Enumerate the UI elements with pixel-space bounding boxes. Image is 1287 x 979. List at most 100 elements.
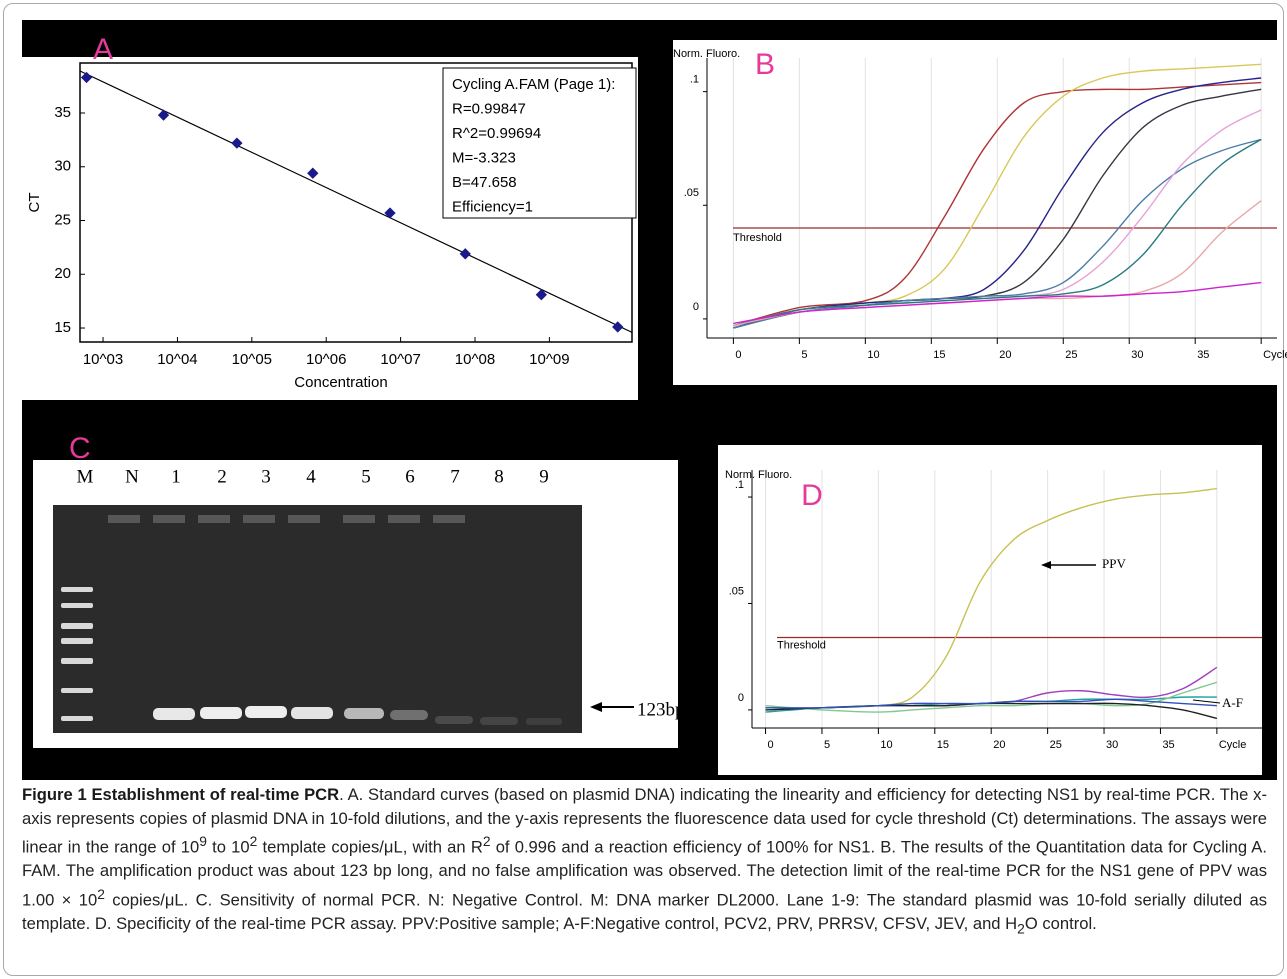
y-tick-label: .1 xyxy=(735,479,744,491)
y-axis-title: Norm. Fluoro. xyxy=(725,469,792,481)
caption-text: copies/μL. C. Sensitivity of normal PCR.… xyxy=(22,890,1267,934)
y-tick-label: 25 xyxy=(54,211,71,228)
x-tick-label: 30 xyxy=(1106,739,1118,751)
x-tick-label: 10^05 xyxy=(232,351,272,368)
y-tick-label: 0 xyxy=(738,692,744,704)
y-axis-title: Norm. Fluoro. xyxy=(673,48,740,60)
x-tick-label: 10^03 xyxy=(83,351,123,368)
series-line xyxy=(733,81,1262,327)
y-tick-label: 0 xyxy=(693,301,699,313)
caption-text: . A. Standard curves (based on plasmid D… xyxy=(22,785,1267,857)
threshold-label: Threshold xyxy=(733,232,782,244)
lane-label: 5 xyxy=(361,466,371,487)
series-line xyxy=(765,698,1217,709)
annotation-line xyxy=(1192,699,1221,704)
fit-line xyxy=(79,70,633,333)
lane-label: 9 xyxy=(539,466,549,487)
y-axis-title: CT xyxy=(26,193,43,213)
y-tick-label: .05 xyxy=(684,187,699,199)
panel-letter: D xyxy=(801,479,823,512)
lane-label: 1 xyxy=(171,466,181,487)
x-tick-label: 35 xyxy=(1162,739,1174,751)
legend-text: M=-3.323 xyxy=(452,149,516,166)
y-tick-label: 20 xyxy=(54,265,71,282)
x-tick-label: 10^04 xyxy=(157,351,197,368)
legend-text: R=0.99847 xyxy=(452,100,526,117)
caption-sub: 2 xyxy=(1017,920,1025,937)
annotation: A-F xyxy=(1222,695,1243,710)
caption-sup: 2 xyxy=(97,885,105,902)
caption: Figure 1 Establishment of real-time PCR.… xyxy=(22,783,1267,941)
x-tick-label: 10 xyxy=(880,739,892,751)
figure-border xyxy=(3,3,1284,976)
chart-panel: 0 5 10 15 20 25 30 35 Cycle 0 .05 .1 D Norm. Fluoro. T… xyxy=(718,445,1262,775)
y-tick-label: 15 xyxy=(54,319,71,336)
legend-box xyxy=(442,67,637,219)
lane-label: 7 xyxy=(450,466,460,487)
x-tick-label: 15 xyxy=(933,349,945,361)
data-point xyxy=(307,167,319,179)
y-tick-label: 35 xyxy=(54,104,71,121)
x-tick-label: 20 xyxy=(999,349,1011,361)
data-point xyxy=(384,207,396,219)
x-tick-label: 15 xyxy=(937,739,949,751)
x-tick-label: 10 xyxy=(867,349,879,361)
series-line xyxy=(733,281,1262,325)
data-point xyxy=(459,248,471,260)
x-tick-label: 25 xyxy=(1050,739,1062,751)
lane-label: 6 xyxy=(405,466,415,487)
lane-label: 8 xyxy=(494,466,504,487)
x-tick-label: 30 xyxy=(1131,349,1143,361)
panel-background xyxy=(673,40,1277,385)
caption-text: of 0.996 and a reaction efficiency of 10… xyxy=(22,837,1267,910)
x-tick-label: 10^08 xyxy=(455,351,495,368)
ladder-bands xyxy=(61,587,93,721)
sample-bands xyxy=(153,706,562,725)
caption-text: O control. xyxy=(1024,914,1097,934)
y-tick-label: 30 xyxy=(54,158,71,175)
caption-sup: 9 xyxy=(199,833,207,850)
x-tick-label: 35 xyxy=(1197,349,1209,361)
lane-label: 3 xyxy=(261,466,271,487)
threshold-label: Threshold xyxy=(777,639,826,651)
lane-label: 2 xyxy=(217,466,227,487)
x-tick-label: 25 xyxy=(1065,349,1077,361)
panel-letter: A xyxy=(93,33,113,66)
data-point xyxy=(80,71,93,84)
data-point xyxy=(535,289,548,301)
legend-text: B=47.658 xyxy=(452,174,517,191)
x-tick-label: 10^06 xyxy=(306,351,346,368)
caption-text: template copies/μL, with an R xyxy=(257,837,483,857)
series-line xyxy=(733,77,1262,329)
x-tick-label: 20 xyxy=(993,739,1005,751)
arrow-head xyxy=(590,702,602,712)
caption-sup: 2 xyxy=(482,833,491,850)
x-tick-label: 5 xyxy=(801,349,807,361)
lane-label: N xyxy=(125,466,139,487)
panel-background xyxy=(718,445,1262,775)
series-line xyxy=(765,681,1218,713)
panel-letter: C xyxy=(69,432,91,465)
x-tick-label: 10^07 xyxy=(380,351,420,368)
y-tick-label: .1 xyxy=(690,74,699,86)
x-tick-label: 10^09 xyxy=(529,351,569,368)
data-point xyxy=(612,321,624,333)
legend-text: Efficiency=1 xyxy=(452,198,533,215)
lane-label: M xyxy=(77,466,94,487)
chart-panel: 0 5 10 15 20 25 30 35 Cycle 0 .05 .1 B Norm. Fluoro. T… xyxy=(673,40,1287,385)
x-tick-label: Cycle xyxy=(1263,349,1287,361)
caption-sup: 2 xyxy=(249,833,258,850)
arrow-head xyxy=(1041,561,1051,569)
chart-panel: 10^03 10^04 10^05 10^06 10^07 10^08 10^09 15 20 2… xyxy=(22,33,638,400)
caption-title: Figure 1 Establishment of real-time PCR xyxy=(22,785,340,804)
x-tick-label: 0 xyxy=(768,739,774,751)
gel xyxy=(53,505,582,733)
legend-text: Cycling A.FAM (Page 1): xyxy=(452,76,615,93)
x-tick-label: 0 xyxy=(735,349,741,361)
y-tick-label: .05 xyxy=(729,585,744,597)
legend-text: R^2=0.99694 xyxy=(452,125,541,142)
x-tick-label: 5 xyxy=(824,739,830,751)
